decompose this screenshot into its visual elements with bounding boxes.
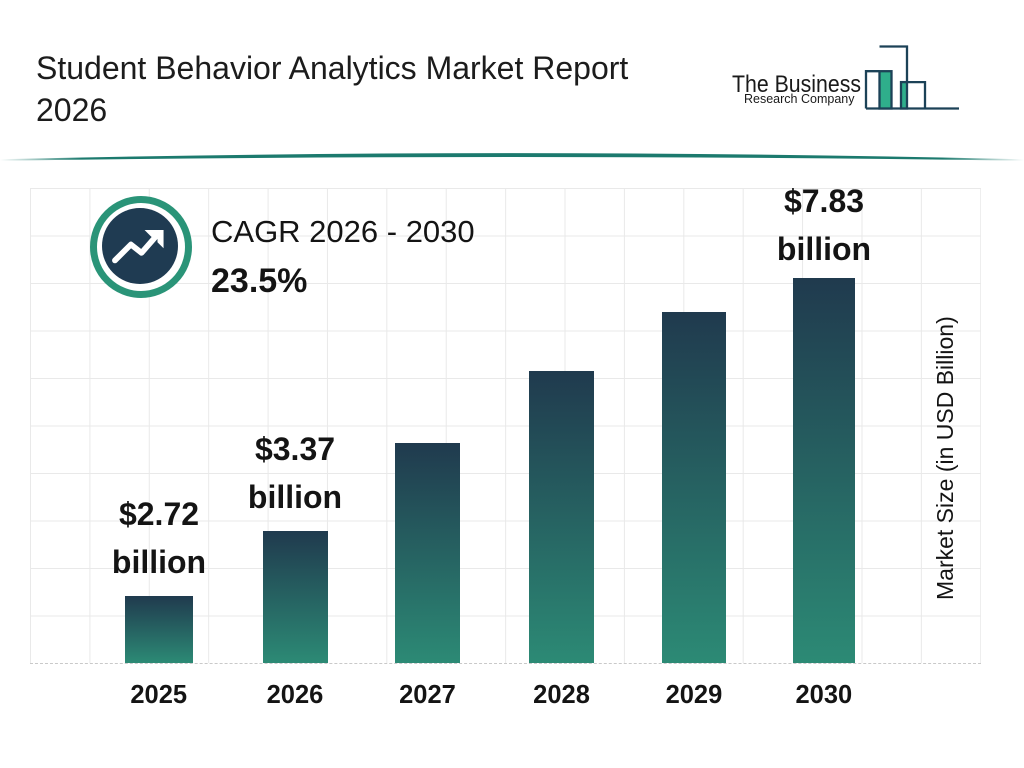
svg-text:Research Company: Research Company <box>744 92 855 106</box>
